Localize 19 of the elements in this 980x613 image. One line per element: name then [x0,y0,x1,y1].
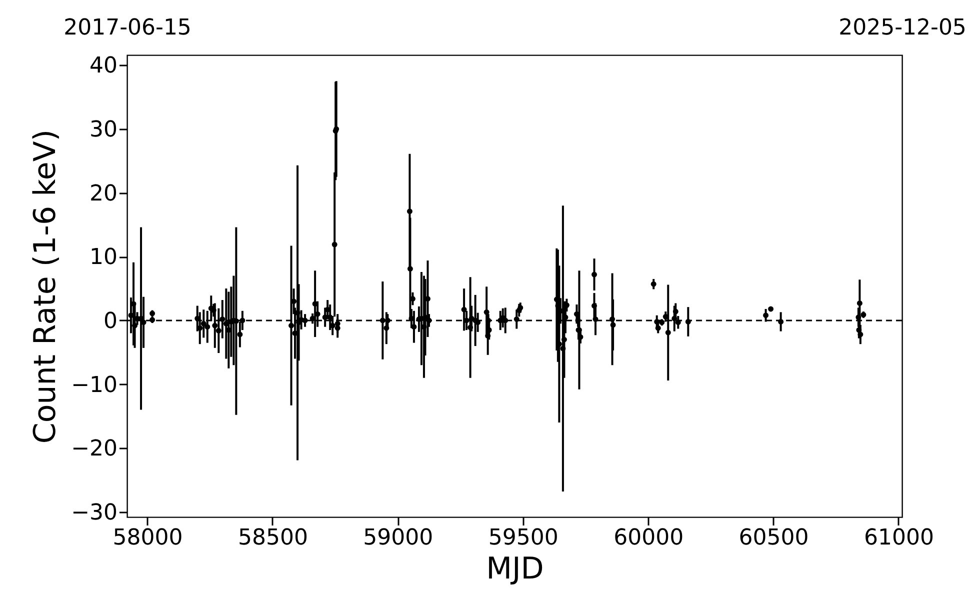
y-tick-label: 30 [90,118,118,143]
x2-tick-label: 2017-06-15 [64,16,192,40]
x-tick-label: 61000 [864,526,934,550]
y-tick-label: 0 [104,308,118,334]
y-tick-label: 20 [90,181,118,206]
y-tick-label: 10 [90,245,118,270]
x2-tick-label: 2025-12-05 [838,16,966,40]
y-tick-label: −20 [71,436,118,462]
x-tick-label: 59500 [488,526,558,550]
y-tick-label: −10 [71,372,118,398]
y-axis-title: Count Rate (1-6 keV) [28,129,64,444]
x-axis-title: MJD [486,552,544,586]
y-tick-label: −30 [71,500,118,526]
y-tick-label: 40 [90,54,118,79]
x-tick-label: 60500 [738,526,809,550]
x-tick-label: 60000 [614,526,684,550]
x-tick-label: 58500 [238,526,308,550]
x-tick-label: 59000 [363,526,434,550]
x-tick-label: 58000 [112,526,183,550]
